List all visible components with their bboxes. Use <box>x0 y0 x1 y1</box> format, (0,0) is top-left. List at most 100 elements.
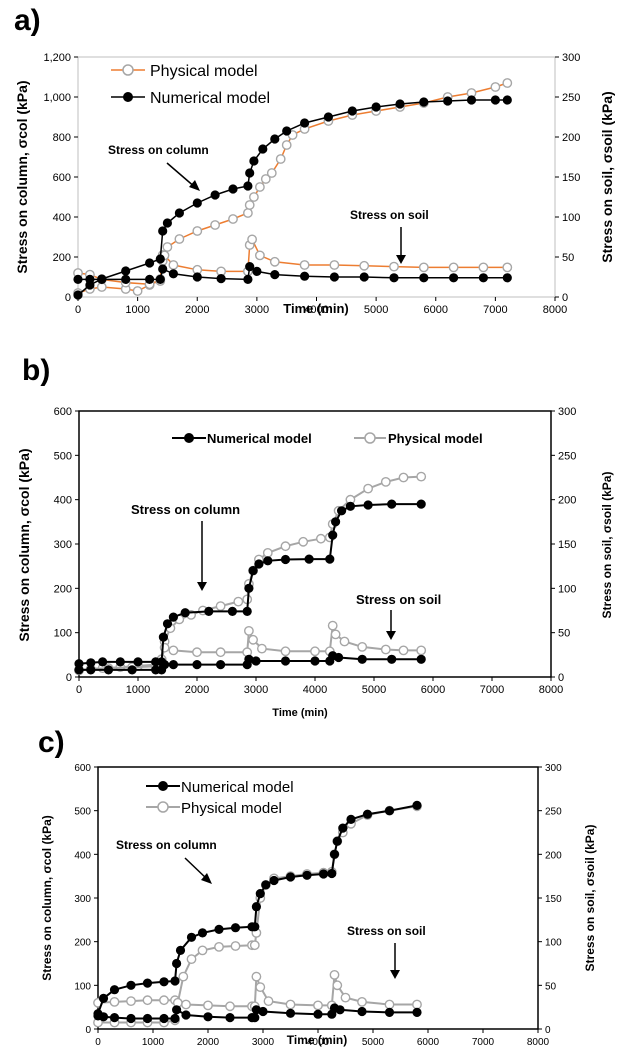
point-numerical-column <box>162 218 172 228</box>
point-numerical-column <box>466 95 477 105</box>
panel-b-label: b) <box>22 354 50 387</box>
point-numerical-column <box>270 134 280 144</box>
point-physical-soil <box>269 256 280 267</box>
panel-a-legend-physical: Physical model <box>150 63 258 80</box>
point-physical-soil <box>357 997 367 1007</box>
point-numerical-soil <box>216 659 226 670</box>
y-right-tick-label: 200 <box>562 132 580 144</box>
point-numerical-column <box>168 612 178 622</box>
point-physical-soil <box>159 995 169 1006</box>
point-numerical-column <box>192 198 202 208</box>
panel-a-series <box>73 78 513 300</box>
point-numerical-soil <box>126 1013 136 1024</box>
point-physical-soil <box>181 999 191 1010</box>
point-physical-soil <box>380 644 391 655</box>
point-numerical-column <box>269 875 279 886</box>
point-numerical-column <box>250 922 260 932</box>
y-right-tick-label: 150 <box>545 894 562 905</box>
point-physical-soil <box>142 995 153 1006</box>
point-physical-soil <box>299 260 310 270</box>
panel-c-label: c) <box>38 726 65 759</box>
point-numerical-column <box>249 156 259 166</box>
y-right-tick-label: 100 <box>562 212 580 224</box>
point-numerical-column <box>328 530 338 540</box>
point-numerical-column <box>325 554 335 564</box>
panel-b-legend-physical-marker <box>364 432 376 444</box>
point-numerical-soil <box>270 269 280 280</box>
point-physical-column <box>197 945 208 956</box>
y-right-tick-label: 300 <box>558 406 576 418</box>
point-physical-soil <box>357 642 368 652</box>
point-numerical-soil <box>97 274 107 284</box>
point-numerical-column <box>227 606 237 617</box>
y-right-tick-label: 300 <box>545 763 562 774</box>
point-numerical-column <box>282 126 292 136</box>
point-numerical-soil <box>258 1006 268 1017</box>
point-numerical-soil <box>181 1010 191 1020</box>
point-physical-soil <box>313 1000 323 1011</box>
point-numerical-soil <box>333 652 344 663</box>
point-numerical-soil <box>357 1006 367 1017</box>
point-physical-column <box>363 483 373 494</box>
point-numerical-column <box>251 902 261 912</box>
series-line-physical-column <box>77 82 508 294</box>
point-numerical-column <box>304 554 314 564</box>
point-numerical-column <box>336 506 347 516</box>
y-right-tick-label: 0 <box>562 292 568 304</box>
point-numerical-soil <box>98 1012 109 1022</box>
point-physical-soil <box>329 970 340 980</box>
point-numerical-column <box>263 556 273 566</box>
x-tick-label: 4000 <box>304 304 328 316</box>
point-physical-column <box>266 168 277 178</box>
point-physical-soil <box>327 620 338 631</box>
point-numerical-soil <box>389 273 399 283</box>
point-numerical-soil <box>142 1013 153 1024</box>
point-numerical-column <box>109 985 120 995</box>
y-left-tick-label: 200 <box>74 938 91 949</box>
point-numerical-soil <box>310 656 320 666</box>
point-numerical-soil <box>216 273 226 284</box>
x-tick-label: 2000 <box>185 304 209 316</box>
y-left-tick-label: 600 <box>53 172 71 184</box>
point-numerical-column <box>490 95 500 105</box>
panel-a-legend-numerical: Numerical model <box>150 90 270 107</box>
point-physical-soil <box>247 234 258 245</box>
x-tick-label: 7000 <box>483 304 507 316</box>
panel-c-legend-physical-marker <box>157 801 169 813</box>
point-numerical-soil <box>158 264 168 274</box>
point-numerical-column <box>98 657 108 667</box>
point-physical-soil <box>332 980 343 991</box>
point-numerical-column <box>133 657 143 667</box>
point-physical-soil <box>310 646 320 657</box>
point-numerical-column <box>210 190 220 200</box>
point-physical-column <box>174 234 185 244</box>
point-physical-soil <box>418 262 429 273</box>
point-numerical-soil <box>168 659 178 670</box>
panel-c-arrow-column <box>184 857 208 880</box>
point-physical-soil <box>256 643 267 654</box>
point-numerical-column <box>121 266 131 276</box>
point-numerical-soil <box>109 1012 120 1023</box>
point-physical-column <box>490 82 501 92</box>
point-numerical-soil <box>335 1005 345 1015</box>
panel-a-legend-numerical-marker <box>123 92 133 102</box>
point-numerical-soil <box>168 269 178 279</box>
panel-c-series <box>93 800 422 1028</box>
point-numerical-soil <box>127 665 137 675</box>
point-physical-column <box>275 154 286 164</box>
point-physical-column <box>260 174 271 184</box>
y-left-tick-label: 400 <box>53 212 71 224</box>
y-right-tick-label: 250 <box>558 450 576 462</box>
y-right-tick-label: 300 <box>562 52 580 64</box>
point-physical-column <box>244 200 255 210</box>
x-tick-label: 4000 <box>307 1037 330 1048</box>
panel-b-arrowhead-soil <box>386 631 396 640</box>
point-numerical-column <box>363 500 373 510</box>
y-right-tick-label: 50 <box>562 252 574 264</box>
y-right-tick-label: 250 <box>545 807 562 818</box>
panel-b-annotation-soil: Stress on soil <box>356 592 441 607</box>
panel-c-annotation-column: Stress on column <box>116 838 217 852</box>
point-physical-soil <box>225 1001 235 1012</box>
point-numerical-column <box>327 868 337 879</box>
